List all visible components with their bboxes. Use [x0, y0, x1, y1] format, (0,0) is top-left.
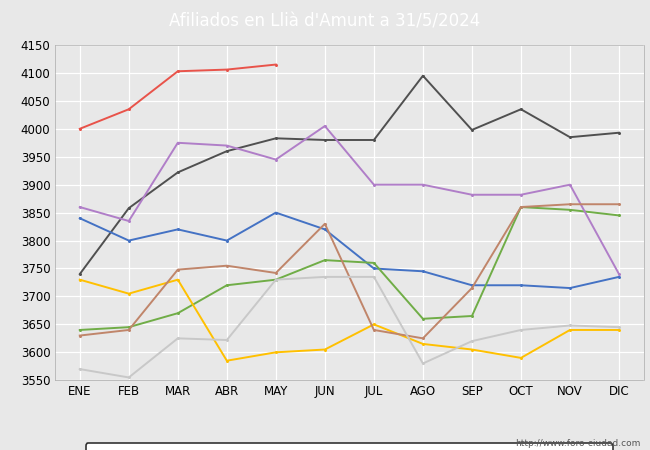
- Legend: 2024, 2023, 2022, 2021, 2020, 2019, 2018, 2017: 2024, 2023, 2022, 2021, 2020, 2019, 2018…: [86, 443, 613, 450]
- Text: http://www.foro-ciudad.com: http://www.foro-ciudad.com: [515, 439, 640, 448]
- Text: Afiliados en Llià d'Amunt a 31/5/2024: Afiliados en Llià d'Amunt a 31/5/2024: [170, 12, 480, 31]
